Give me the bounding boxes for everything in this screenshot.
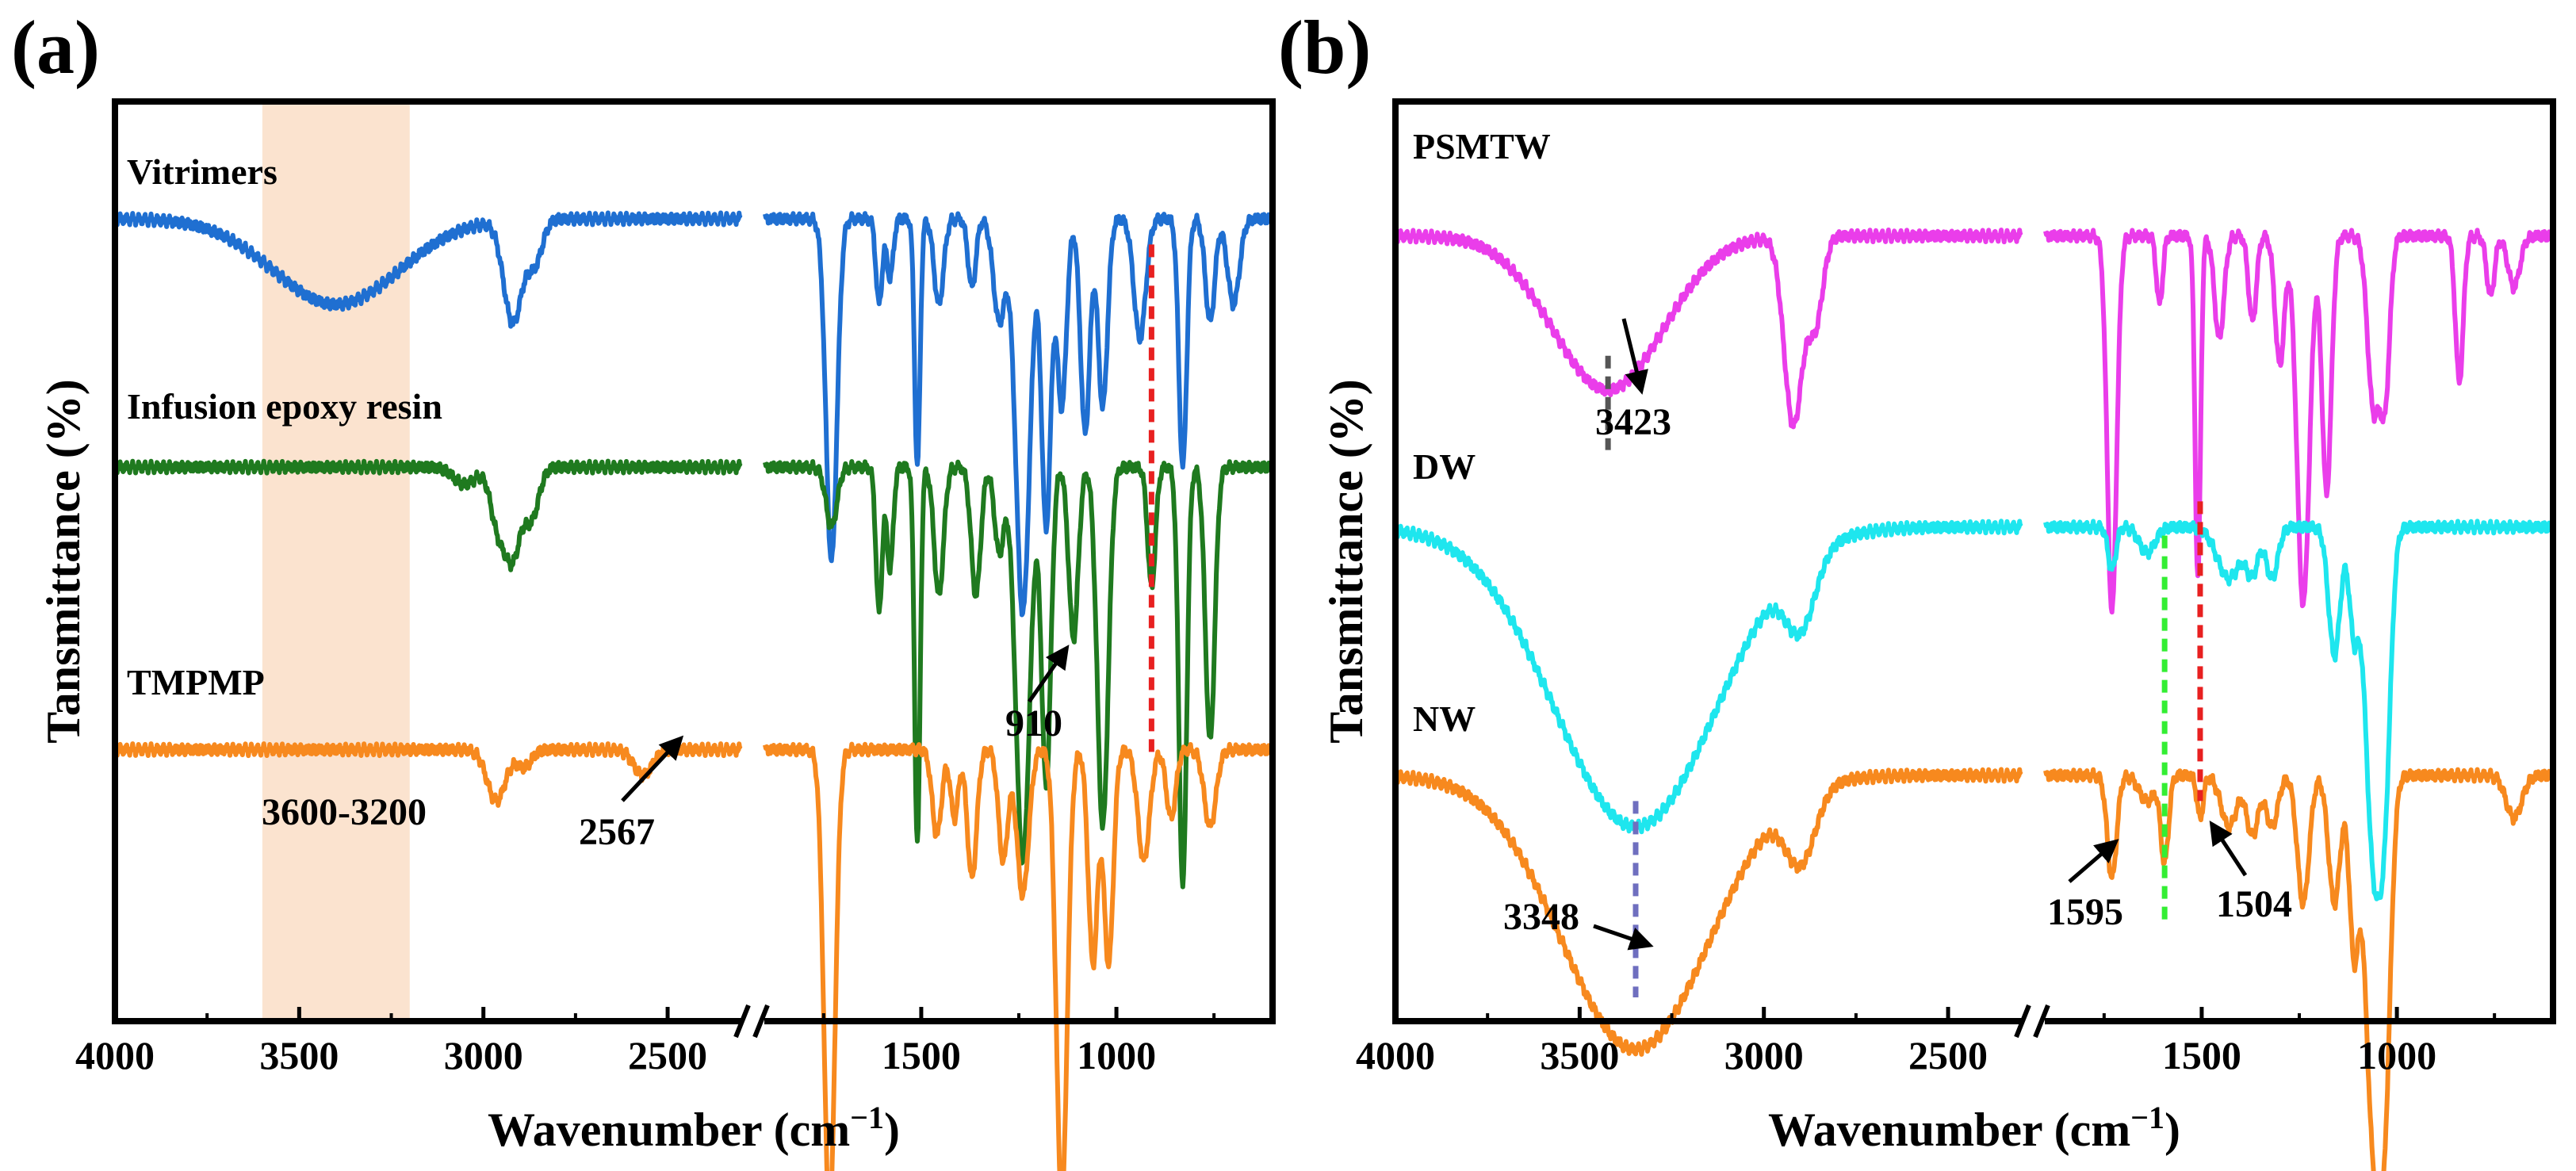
arrow-1504 (2209, 820, 2248, 877)
series-line-dw-seg1 (1393, 519, 2024, 835)
panel-b: (b) 4000 3500 3000 2500 1500 1000 Wavenumber … (1278, 5, 2556, 1171)
series-label-dw: DW (1413, 446, 1476, 487)
series-line-vitrimers-seg2 (763, 211, 1275, 618)
x-tick-label-3500: 3500 (259, 1033, 339, 1077)
x-tick-label-4000: 4000 (1356, 1033, 1435, 1077)
panel-label-b: (b) (1278, 5, 1371, 90)
plot-frame-b (1392, 98, 2556, 1024)
series-line-tmpmp-seg1 (113, 741, 744, 808)
panel-a: (a) 4000 3500 3000 2500 1500 1000 Wavenumber … (11, 5, 1276, 1171)
arrow-3423 (1621, 318, 1648, 395)
series-label-tmpmp: TMPMP (127, 662, 265, 702)
plot-frame-a (112, 98, 1276, 1024)
series-line-tmpmp-seg2 (763, 741, 1275, 1171)
panel-label-a: (a) (11, 5, 100, 90)
axis-break-slash-1 (2014, 1004, 2031, 1039)
x-axis-title-a: Wavenumber (cm−1) (488, 1100, 900, 1156)
shaded-region-3600-3200 (262, 101, 410, 1021)
x-tick-label-2500: 2500 (628, 1033, 707, 1077)
series-line-psmtw-seg2 (2043, 228, 2555, 615)
x-tick-label-3500: 3500 (1540, 1033, 1619, 1077)
y-axis-title-b: Tansmittance (%) (1320, 379, 1372, 743)
x-tick-label-1000: 1000 (2357, 1033, 2436, 1077)
x-tick-label-1500: 1500 (882, 1033, 961, 1077)
arrow-1595 (2068, 839, 2119, 883)
axis-break-slash-2 (752, 1004, 770, 1039)
annotation-910: 910 (1005, 702, 1062, 744)
x-tick-label-4000: 4000 (75, 1033, 155, 1077)
series-label-nw: NW (1413, 698, 1476, 739)
annotation-1595: 1595 (2047, 891, 2123, 933)
axis-break-slash-1 (733, 1004, 751, 1039)
series-label-infusion-epoxy-resin: Infusion epoxy resin (127, 386, 442, 427)
series-label-vitrimers: Vitrimers (127, 151, 278, 192)
series-line-dw-seg2 (2043, 519, 2555, 901)
series-line-nw-seg1 (1393, 767, 2024, 1057)
annotation-3423: 3423 (1595, 401, 1671, 443)
arrow-910 (1027, 645, 1070, 703)
arrow-3348 (1593, 924, 1654, 951)
y-axis-title-a: Tansmittance (%) (37, 379, 90, 743)
series-line-infusion-epoxy-resin-seg1 (113, 458, 744, 572)
x-tick-label-2500: 2500 (1908, 1033, 1988, 1077)
x-tick-label-3000: 3000 (1724, 1033, 1804, 1077)
x-tick-label-1000: 1000 (1077, 1033, 1156, 1077)
annotation-2567: 2567 (579, 811, 655, 853)
annotation-3348: 3348 (1503, 896, 1579, 938)
annotation-3600-3200: 3600-3200 (262, 791, 427, 833)
series-line-nw-seg2 (2043, 767, 2555, 1171)
x-tick-label-3000: 3000 (444, 1033, 523, 1077)
axis-break-slash-2 (2033, 1004, 2050, 1039)
series-label-psmtw: PSMTW (1413, 126, 1551, 166)
x-tick-label-1500: 1500 (2162, 1033, 2241, 1077)
series-line-psmtw-seg1 (1393, 228, 2024, 430)
x-axis-title-b: Wavenumber (cm−1) (1768, 1100, 2180, 1156)
annotation-1504: 1504 (2216, 883, 2292, 925)
arrow-2567 (621, 735, 684, 802)
series-line-infusion-epoxy-resin-seg2 (763, 459, 1275, 890)
series-line-vitrimers-seg1 (113, 210, 744, 329)
